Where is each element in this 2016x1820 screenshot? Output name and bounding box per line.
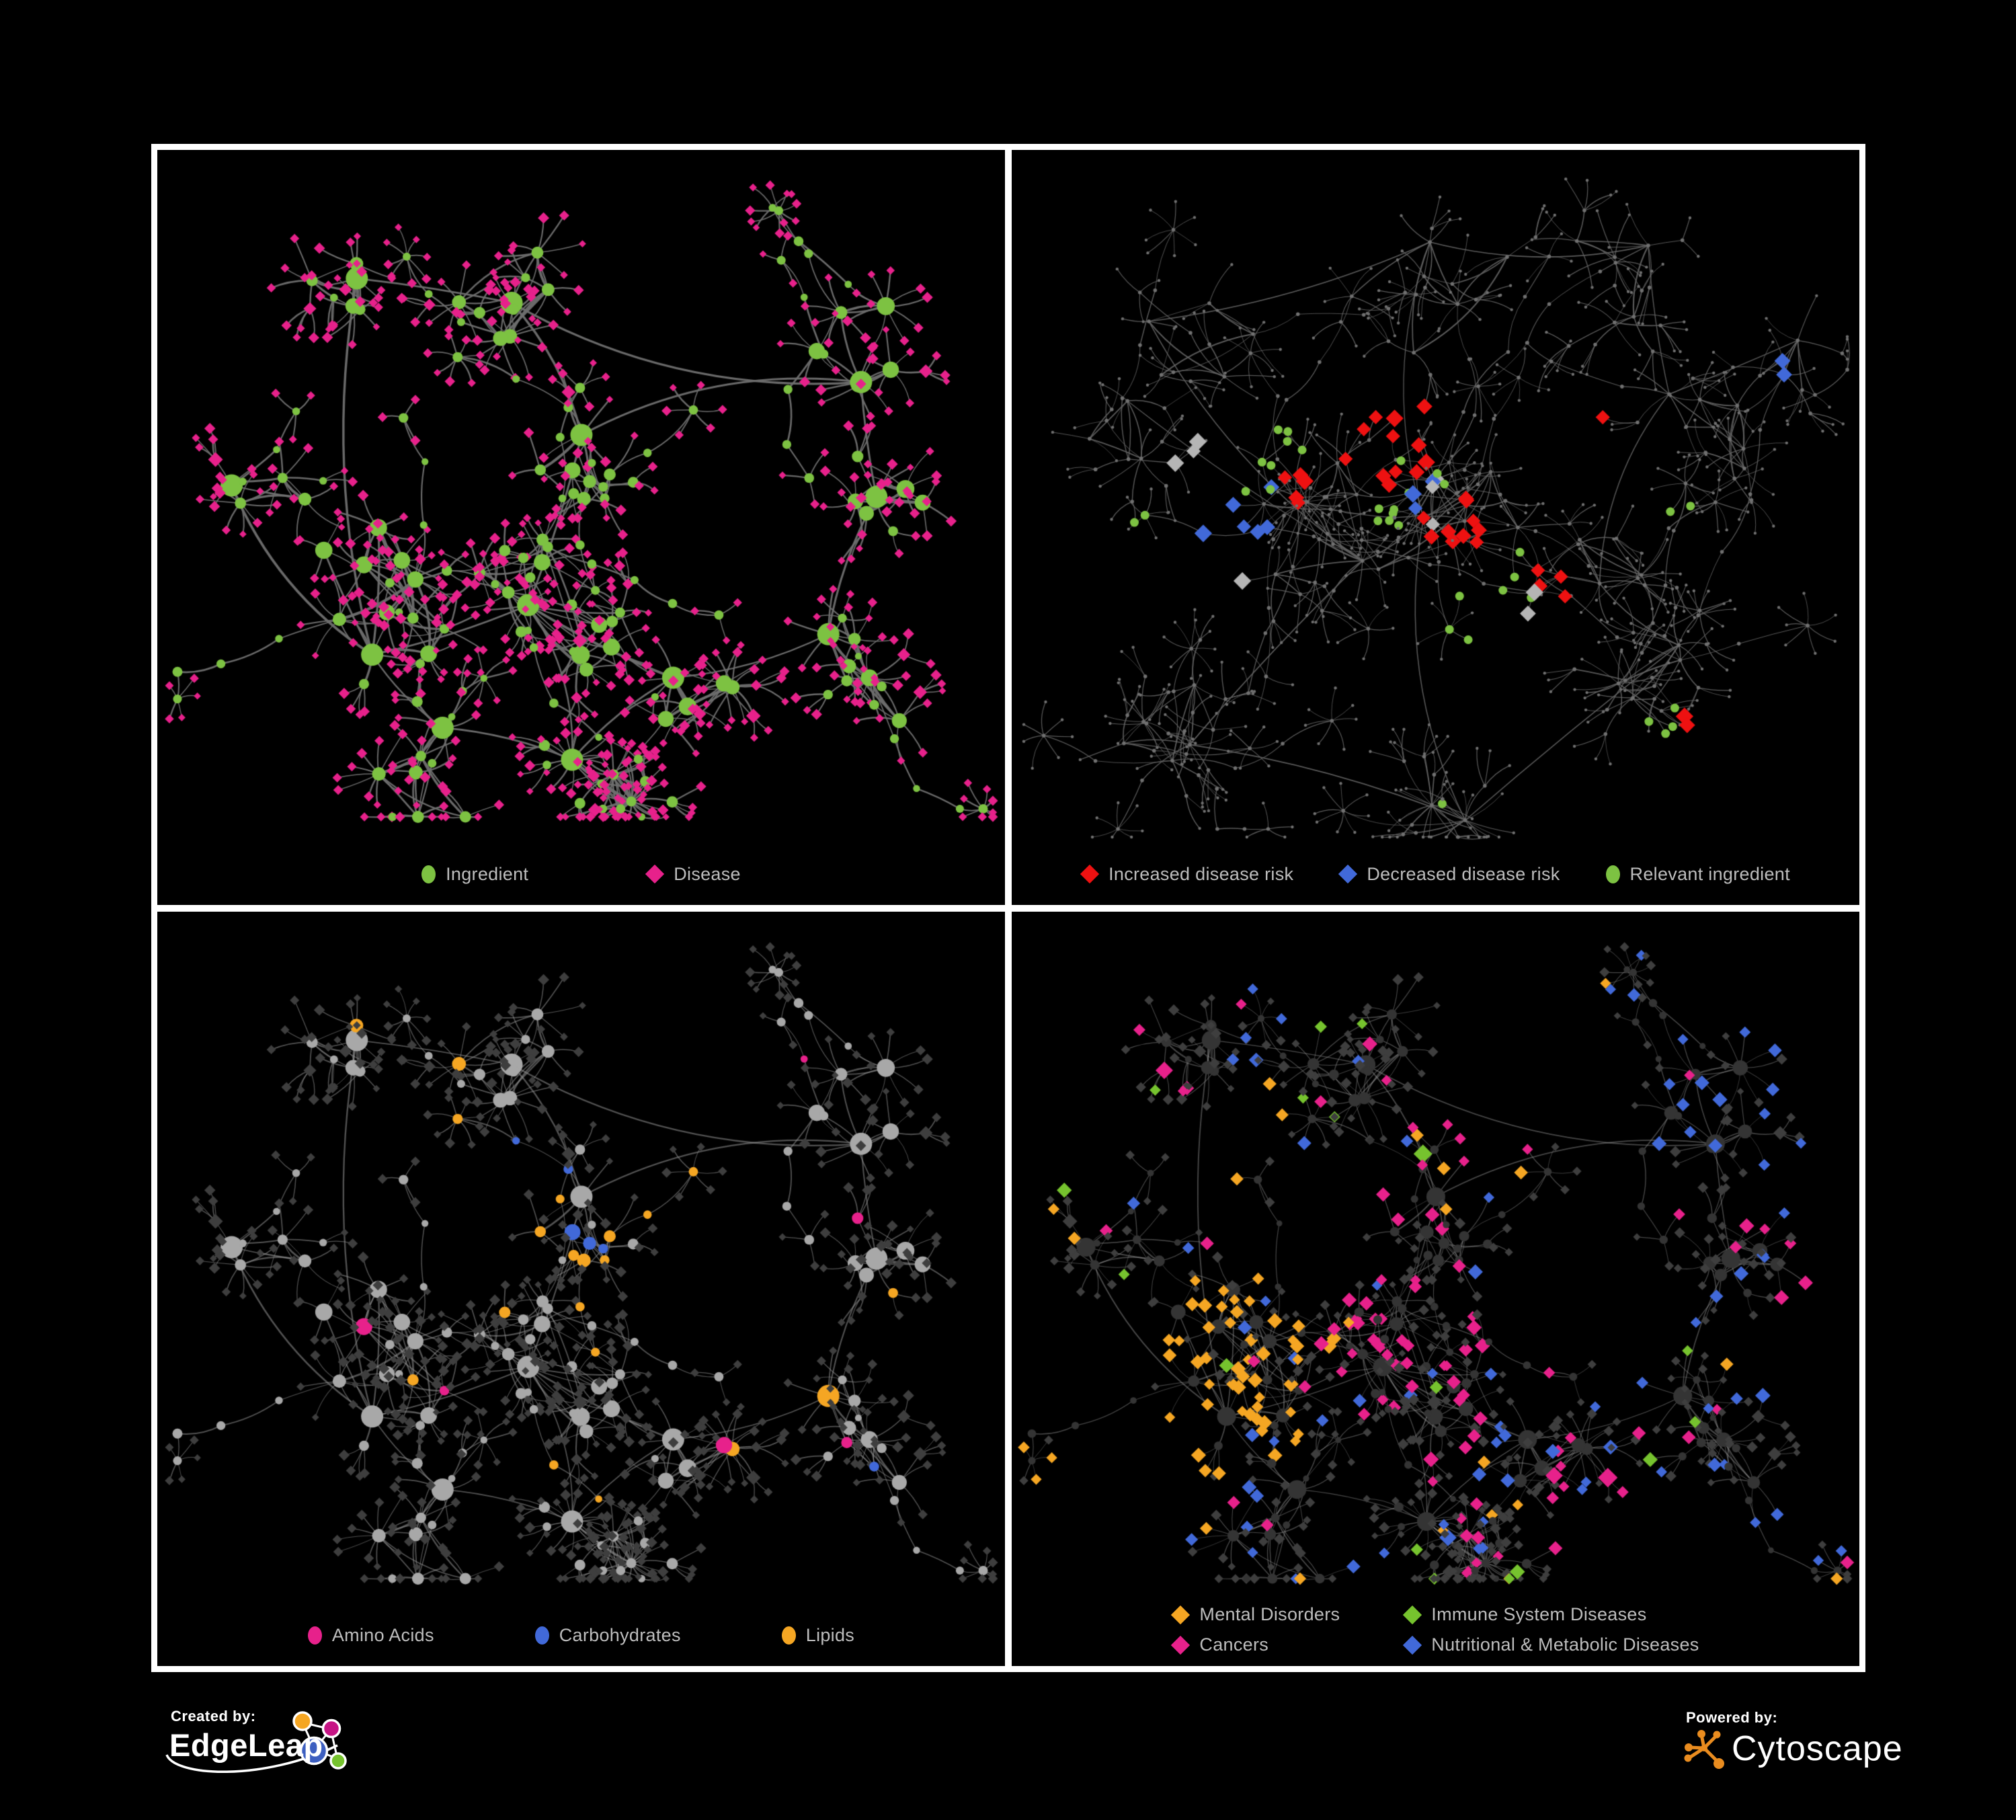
legend-label: Relevant ingredient	[1629, 863, 1790, 884]
panel-disease-classes: Mental Disorders Immune System Diseases Ca…	[1012, 911, 1859, 1666]
diamond-swatch	[645, 864, 665, 884]
diamond-swatch	[1171, 1605, 1191, 1624]
legend-label: Immune System Diseases	[1431, 1604, 1647, 1624]
cytoscape-logo	[1684, 1730, 1724, 1769]
panel-ingredient-classes: Amino Acids Carbohydrates Lipids	[157, 911, 1005, 1666]
legend-label: Carbohydrates	[559, 1625, 681, 1645]
powered-by-label: Powered by:	[1686, 1709, 1778, 1726]
legend-item-lipids: Lipids	[781, 1625, 855, 1646]
legend-label: Increased disease risk	[1108, 863, 1294, 884]
legend-label: Nutritional & Metabolic Diseases	[1431, 1634, 1699, 1655]
edgeleap-node-orange	[292, 1711, 313, 1731]
diamond-swatch	[1171, 1635, 1191, 1655]
circle-swatch	[307, 1626, 322, 1645]
diamond-swatch	[1403, 1635, 1422, 1655]
cytoscape-wordmark: Cytoscape	[1732, 1729, 1903, 1768]
edgeleap-node-magenta	[321, 1718, 341, 1739]
legend-item-increased-disease-risk: Increased disease risk	[1080, 863, 1294, 885]
network-canvas-disease-classes	[1012, 911, 1859, 1666]
created-by-label: Created by:	[171, 1708, 256, 1725]
legend-ingredient-disease: Ingredient Disease	[157, 864, 1005, 885]
legend-ingredient-classes: Amino Acids Carbohydrates Lipids	[157, 1625, 1005, 1646]
legend-item-carbohydrates: Carbohydrates	[534, 1625, 681, 1646]
legend-label: Mental Disorders	[1199, 1604, 1340, 1624]
panel-disease-risk: Increased disease risk Decreased disease …	[1012, 150, 1859, 905]
edgeleap-node-green	[329, 1752, 347, 1770]
legend-item-cancers: Cancers	[1171, 1634, 1340, 1655]
diamond-swatch	[1080, 864, 1100, 884]
legend-label: Ingredient	[446, 863, 529, 884]
edgeleap-wordmark: EdgeLeap	[169, 1727, 323, 1763]
powered-by-block: Powered by: Cytosc	[1683, 1709, 1966, 1783]
legend-label: Cancers	[1199, 1634, 1269, 1655]
network-canvas-disease-risk	[1012, 150, 1859, 905]
legend-item-decreased-disease-risk: Decreased disease risk	[1338, 863, 1560, 885]
legend-item-relevant-ingredient: Relevant ingredient	[1605, 863, 1790, 885]
diamond-swatch	[1338, 864, 1358, 884]
legend-label: Amino Acids	[331, 1625, 434, 1645]
legend-label: Decreased disease risk	[1367, 863, 1560, 884]
legend-label: Lipids	[805, 1625, 855, 1645]
legend-item-nutritional-metabolic-diseases: Nutritional & Metabolic Diseases	[1403, 1634, 1699, 1655]
edgeleap-logo	[165, 1711, 347, 1774]
legend-label: Disease	[674, 863, 741, 884]
network-canvas-ingredient-classes	[157, 911, 1005, 1666]
circle-swatch	[534, 1626, 549, 1645]
legend-item-disease: Disease	[645, 863, 741, 885]
legend-item-immune-system-diseases: Immune System Diseases	[1403, 1604, 1699, 1625]
legend-disease-risk: Increased disease risk Decreased disease …	[1012, 864, 1859, 885]
legend-item-ingredient: Ingredient	[421, 864, 528, 885]
diamond-swatch	[1403, 1605, 1422, 1624]
network-canvas-ingredient-disease	[157, 150, 1005, 905]
edgeleap-node-blue	[299, 1736, 329, 1766]
panel-grid: Ingredient Disease Increased disease risk…	[151, 144, 1865, 1672]
legend-item-mental-disorders: Mental Disorders	[1171, 1604, 1340, 1625]
circle-swatch	[421, 865, 436, 883]
circle-swatch	[781, 1626, 796, 1645]
legend-disease-classes: Mental Disorders Immune System Diseases Ca…	[1012, 1604, 1859, 1655]
legend-item-amino-acids: Amino Acids	[307, 1625, 434, 1646]
circle-swatch	[1605, 865, 1620, 883]
panel-ingredient-disease: Ingredient Disease	[157, 150, 1005, 905]
created-by-block: Created by: EdgeLeap	[161, 1706, 363, 1794]
